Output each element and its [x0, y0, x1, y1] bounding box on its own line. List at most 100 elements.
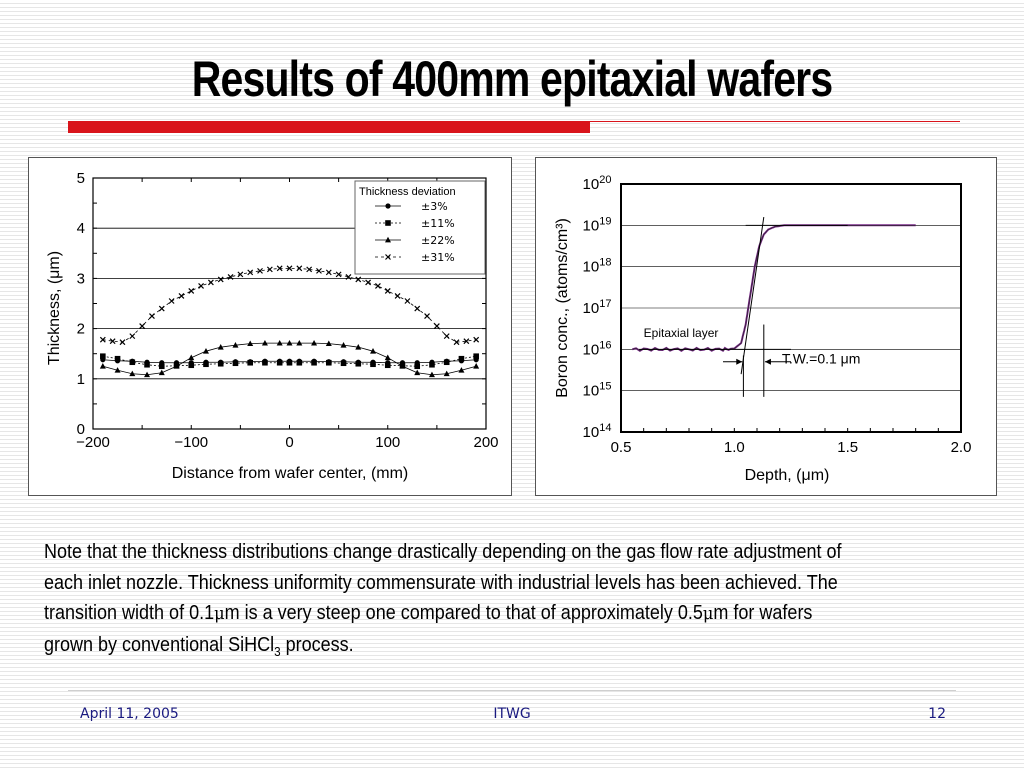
note-line-1: Note that the thickness distributions ch…: [44, 541, 842, 563]
thickness-chart-series: [99, 265, 480, 378]
legend-swatch-marker: [385, 236, 391, 243]
data-point: [276, 339, 283, 346]
boron-profile-chart: 1014 1015 1016 1017 1018 1019 1020 0.5 1.0 1.5 2.0…: [554, 174, 971, 484]
data-point: [158, 305, 165, 312]
data-point: [99, 363, 106, 369]
data-point: [473, 353, 479, 360]
data-point: [99, 336, 106, 343]
data-point: [286, 359, 293, 366]
data-point: [473, 336, 480, 343]
data-point: [158, 363, 165, 370]
data-point: [149, 313, 155, 319]
note-line-4: grown by conventional SiHCl3 process.: [44, 630, 989, 668]
mu-symbol: μ: [702, 603, 714, 624]
data-point: [286, 339, 293, 346]
data-point: [144, 361, 150, 368]
data-point: [217, 360, 224, 367]
data-point: [340, 360, 347, 367]
series-line: [102, 267, 477, 343]
y-tick-label: 1019: [583, 215, 612, 234]
data-point: [178, 293, 185, 299]
data-point: [458, 355, 465, 362]
legend-swatch-marker: [385, 220, 391, 226]
data-point: [463, 338, 470, 345]
legend-label: ±3%: [421, 200, 448, 213]
thickness-chart-axes: 0 1 2 3 4 5 −200 −100 0 100 200: [76, 170, 498, 451]
y-tick-label: 2: [77, 321, 85, 338]
transition-tangent-line: [740, 216, 765, 375]
data-point: [414, 305, 421, 312]
data-point: [266, 266, 273, 273]
mu-symbol: μ: [214, 603, 225, 624]
y-tick-label: 3: [77, 270, 85, 287]
legend-title: Thickness deviation: [359, 186, 456, 198]
data-point: [424, 313, 430, 319]
note-line-2: each inlet nozzle. Thickness uniformity …: [44, 571, 838, 594]
data-point: [325, 340, 332, 347]
note-text: process.: [280, 633, 354, 656]
data-point: [355, 343, 362, 350]
thickness-chart-x-axis-label: Distance from wafer center, (mm): [172, 465, 409, 482]
footer-rule: [68, 690, 956, 691]
data-point: [217, 276, 224, 283]
data-point: [326, 359, 332, 366]
note-text: transition width of 0.1: [44, 602, 215, 624]
width-arrowhead-right: [764, 358, 771, 365]
data-point: [316, 267, 322, 274]
width-arrowhead-left: [736, 358, 743, 365]
thickness-chart-y-axis-label: Thickness, (μm): [46, 251, 63, 365]
data-point: [247, 340, 254, 347]
data-point: [311, 359, 317, 366]
legend-label: ±11%: [421, 217, 455, 230]
data-point: [443, 370, 450, 377]
slide-title: Results of 400mm epitaxial wafers: [191, 51, 833, 107]
y-tick-label: 1014: [583, 422, 612, 441]
footer-date: April 11, 2005: [80, 706, 179, 722]
data-point: [119, 339, 126, 346]
data-point: [158, 369, 165, 376]
series-line: [102, 355, 477, 367]
data-point: [345, 273, 352, 280]
data-point: [114, 355, 121, 362]
data-point: [227, 273, 234, 280]
data-point: [384, 288, 391, 294]
title-underline-accent: [68, 121, 590, 133]
footer-center-text: ITWG: [493, 706, 531, 722]
data-point: [443, 359, 450, 366]
data-point: [276, 359, 283, 366]
title-underline-rule: [590, 121, 960, 122]
boron-chart-y-axis-label: Boron conc., (atoms/cm³): [554, 218, 571, 398]
data-point: [129, 333, 136, 340]
y-tick-label: 5: [77, 170, 85, 187]
data-point: [188, 354, 195, 361]
x-tick-label: 1.5: [837, 439, 858, 456]
data-point: [429, 361, 435, 368]
data-point: [144, 371, 151, 378]
data-point: [311, 339, 318, 346]
plot-frame: [620, 183, 962, 433]
x-tick-label: 100: [375, 434, 400, 451]
legend-label: ±22%: [421, 234, 455, 247]
x-tick-label: −100: [174, 434, 208, 451]
subscript: 3: [274, 643, 281, 659]
data-point: [261, 339, 268, 346]
y-tick-label: 1: [77, 371, 85, 388]
data-point: [114, 367, 121, 373]
legend-swatch-marker: [385, 203, 391, 209]
data-point: [296, 339, 303, 346]
data-point: [173, 363, 180, 369]
thickness-chart: 0 1 2 3 4 5 −200 −100 0 100 200 Distance from wafe…: [46, 170, 499, 482]
data-point: [247, 269, 254, 276]
data-point: [198, 283, 204, 289]
x-tick-label: 0.5: [611, 439, 632, 456]
note-text: m is a very steep one compared to that o…: [224, 602, 703, 624]
data-point: [306, 266, 313, 273]
data-point: [370, 347, 377, 354]
y-tick-label: 1016: [583, 339, 612, 358]
data-point: [188, 288, 195, 294]
data-point: [262, 359, 268, 366]
data-point: [340, 341, 347, 348]
thickness-chart-legend: Thickness deviation ±3% ±11% ±22% ±31%: [354, 180, 486, 275]
y-tick-label: 4: [77, 220, 85, 237]
data-point: [384, 362, 391, 369]
